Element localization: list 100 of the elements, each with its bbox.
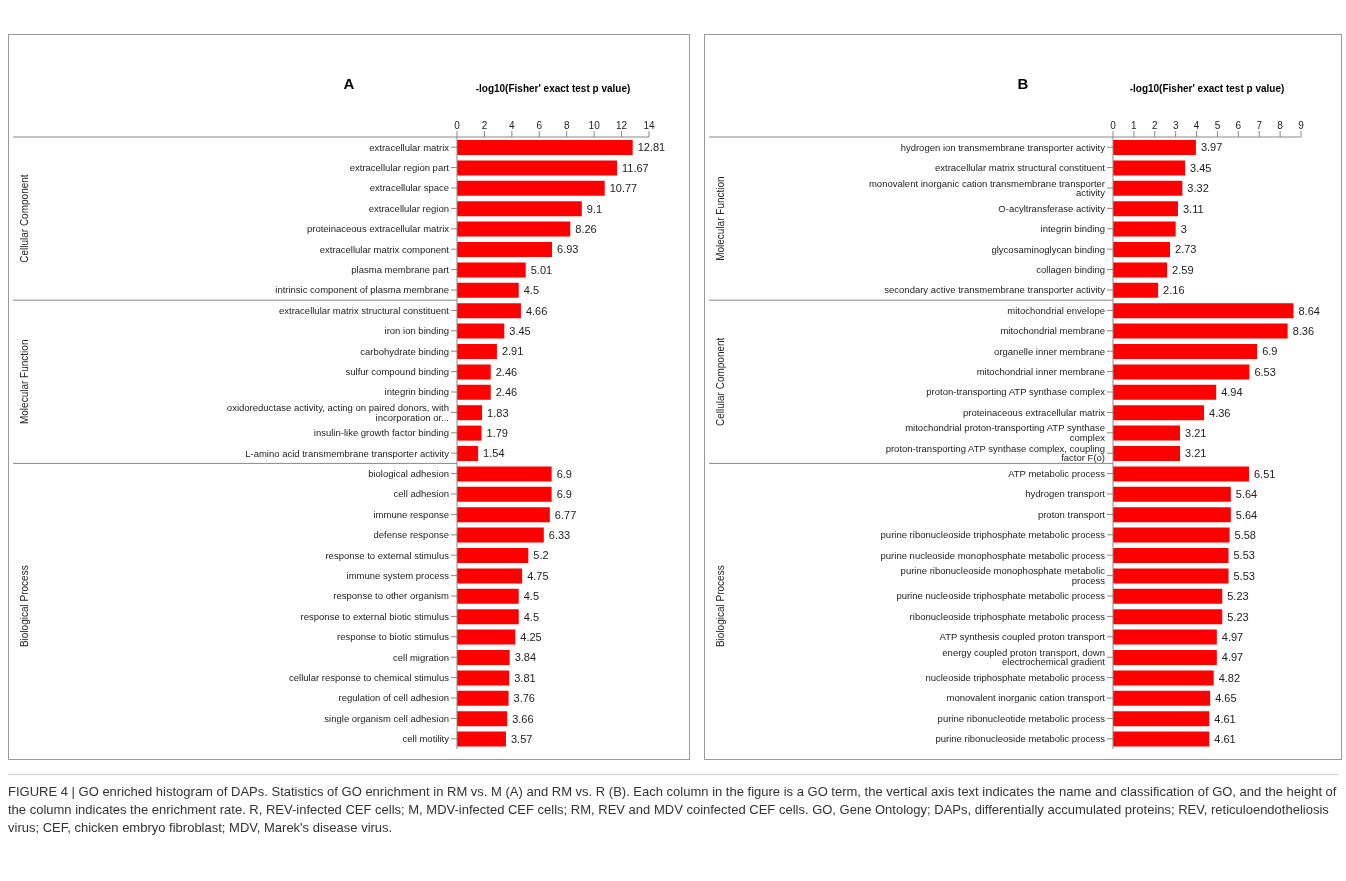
bar [1113, 446, 1181, 461]
y-tick-label: proteinaceous extracellular matrix [962, 406, 1106, 418]
bar [457, 548, 529, 563]
data-label: 5.64 [1235, 508, 1258, 521]
bar [1113, 405, 1205, 421]
bar [1113, 160, 1186, 176]
y-tick-label: mitochondrial proton-transporting ATP synthase complex [905, 422, 1106, 443]
y-tick-label: response to biotic stimulus [337, 631, 450, 643]
bar [457, 609, 519, 625]
data-label: 6.53 [1254, 365, 1276, 378]
bar [457, 711, 508, 727]
data-label: 1.83 [487, 406, 509, 419]
data-label: 1.54 [483, 447, 505, 460]
bar [457, 323, 505, 339]
bar [457, 262, 526, 278]
bar [457, 507, 550, 523]
y-tick-label: collagen binding [1036, 263, 1105, 275]
data-label: 12.81 [637, 141, 666, 154]
bar [457, 221, 571, 237]
text: Biological Process [18, 565, 30, 648]
y-tick-label: hydrogen ion transmembrane transporter activity [900, 141, 1106, 153]
y-tick-label: regulation of cell adhesion [338, 692, 449, 704]
y-tick-label: nucleoside triphosphate metabolic process [925, 671, 1106, 683]
data-label: 3.76 [513, 692, 535, 705]
data-label: 4.61 [1214, 712, 1236, 725]
bar [1113, 425, 1181, 441]
bar [457, 568, 523, 584]
y-tick-label: integrin binding [1040, 223, 1105, 235]
bar [457, 588, 519, 604]
x-tick-label: 12 [616, 120, 628, 131]
data-label: 4.5 [523, 284, 540, 297]
bar [457, 201, 582, 217]
bar [1113, 609, 1223, 625]
y-tick-label: biological adhesion [368, 467, 449, 479]
chart-title: B [1017, 75, 1029, 92]
data-label: 4.82 [1218, 671, 1241, 684]
data-label: 3.84 [514, 651, 537, 664]
bar [1113, 303, 1294, 319]
y-tick-label: iron ion binding [384, 325, 449, 337]
bar [1113, 629, 1217, 645]
y-tick-label: cell motility [402, 733, 450, 745]
y-tick-label: glycosaminoglycan binding [991, 243, 1105, 255]
y-tick-label: extracellular matrix structural constituent [278, 304, 450, 316]
data-label: 4.66 [525, 304, 548, 317]
bar [457, 303, 521, 319]
y-tick-label: purine ribonucleoside monophosphate metabolic process [900, 565, 1106, 586]
data-label: 8.26 [575, 223, 597, 236]
data-label: 5.23 [1227, 610, 1249, 623]
data-label: 4.5 [523, 610, 540, 623]
y-tick-label: proton-transporting ATP synthase complex [926, 386, 1106, 398]
bar [457, 180, 605, 196]
x-tick-label: 6 [536, 120, 543, 131]
data-label: 3.57 [510, 733, 533, 746]
y-tick-label: L-amino acid transmembrane transporter activity [245, 447, 450, 459]
bar [457, 405, 483, 421]
bar [457, 344, 497, 359]
bar [1113, 466, 1249, 482]
bar [1113, 670, 1214, 686]
data-label: 9.1 [586, 202, 603, 215]
bar [1113, 527, 1230, 543]
x-axis-title: -log10(Fisher' exact test p value) [1128, 83, 1286, 94]
bar [457, 670, 510, 686]
bar [1113, 650, 1217, 665]
x-tick-label: 4 [509, 120, 516, 131]
x-axis-title: -log10(Fisher' exact test p value) [474, 83, 632, 94]
y-tick-label: sulfur compound binding [345, 365, 449, 377]
bar [1113, 486, 1231, 502]
data-label: 4.61 [1214, 733, 1236, 746]
chart-title: A [343, 75, 355, 92]
bar [1113, 690, 1211, 706]
data-label: 6.9 [556, 467, 572, 480]
y-tick-label: purine nucleoside monophosphate metabolic process [880, 549, 1106, 561]
x-tick-label: 0 [1110, 120, 1117, 131]
data-label: 3.81 [514, 671, 536, 684]
y-tick-label: extracellular space [369, 182, 449, 194]
bar [457, 160, 618, 176]
y-tick-label: cellular response to chemical stimulus [289, 671, 450, 683]
y-tick-label: ATP synthesis coupled proton transport [939, 631, 1106, 643]
data-label: 3.45 [509, 325, 531, 338]
y-tick-label: purine ribonucleoside triphosphate metabolic process [880, 529, 1106, 541]
bar [457, 384, 491, 400]
bar [457, 446, 479, 461]
y-tick-label: single organism cell adhesion [324, 712, 449, 724]
y-tick-label: response to external biotic stimulus [300, 610, 450, 622]
data-label: 3.21 [1185, 447, 1207, 460]
data-label: 4.5 [523, 590, 540, 603]
data-label: 8.36 [1292, 325, 1315, 338]
data-label: 2.91 [501, 345, 524, 358]
data-label: 3.45 [1190, 161, 1212, 174]
data-label: 2.46 [495, 386, 518, 399]
data-label: 2.46 [495, 365, 518, 378]
bar [457, 650, 510, 665]
bar [1113, 568, 1229, 584]
text: Biological Process [714, 565, 726, 648]
y-tick-label: mitochondrial envelope [1007, 304, 1105, 316]
bar [1113, 364, 1250, 380]
data-label: 8.64 [1298, 304, 1320, 317]
y-tick-label: monovalent inorganic cation transmembrane transporter activity [868, 177, 1106, 199]
bar [1113, 242, 1171, 257]
bar [1113, 221, 1176, 237]
